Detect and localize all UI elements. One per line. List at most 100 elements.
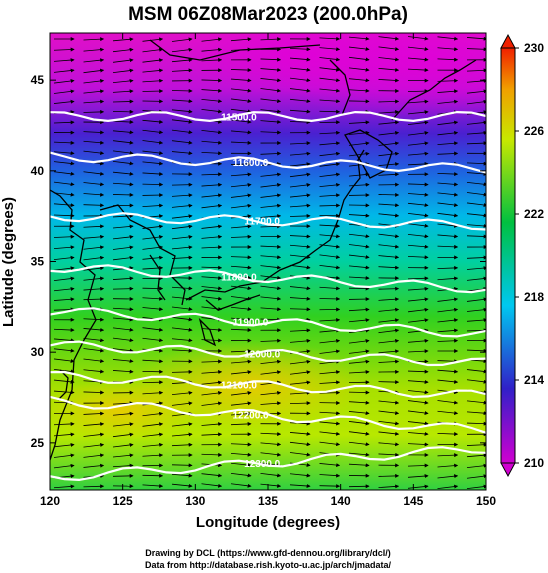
wind-arrow bbox=[53, 328, 75, 333]
height-contours bbox=[50, 110, 486, 482]
wind-arrow bbox=[171, 316, 193, 322]
wind-arrow bbox=[142, 337, 164, 343]
wind-arrow bbox=[289, 390, 311, 395]
wind-arrow bbox=[437, 57, 459, 62]
wind-arrow bbox=[171, 348, 193, 353]
wind-arrow bbox=[53, 89, 75, 94]
wind-arrow bbox=[378, 192, 400, 197]
wind-arrow bbox=[53, 181, 75, 187]
wind-arrow bbox=[260, 172, 282, 177]
wind-arrow bbox=[466, 99, 486, 105]
wind-arrow bbox=[407, 46, 429, 52]
wind-arrow bbox=[142, 58, 164, 63]
wind-arrow bbox=[171, 193, 193, 198]
wind-arrow bbox=[260, 285, 282, 291]
x-tick-label: 120 bbox=[40, 494, 60, 508]
wind-arrow bbox=[466, 213, 486, 218]
wind-arrow bbox=[378, 431, 400, 436]
wind-arrow bbox=[112, 422, 134, 427]
wind-arrow bbox=[466, 276, 486, 281]
wind-arrow bbox=[171, 369, 193, 374]
wind-arrow bbox=[407, 182, 429, 187]
wind-arrow bbox=[142, 150, 164, 155]
wind-arrow bbox=[171, 129, 193, 135]
wind-arrow bbox=[230, 234, 252, 239]
wind-arrow bbox=[201, 108, 223, 114]
wind-arrow bbox=[289, 483, 311, 488]
wind-arrow bbox=[53, 47, 75, 52]
wind-arrow bbox=[437, 120, 459, 126]
wind-arrow bbox=[260, 78, 282, 83]
wind-arrow bbox=[437, 202, 459, 207]
wind-arrow bbox=[142, 161, 164, 166]
wind-arrow bbox=[319, 109, 341, 114]
wind-arrow bbox=[319, 441, 341, 447]
wind-arrow bbox=[437, 234, 459, 239]
wind-arrow bbox=[230, 411, 252, 416]
wind-arrow bbox=[407, 338, 429, 343]
y-tick-label: 40 bbox=[31, 164, 45, 178]
wind-arrow bbox=[230, 462, 252, 468]
wind-arrow bbox=[83, 47, 105, 52]
wind-arrow bbox=[171, 37, 193, 42]
wind-arrow bbox=[83, 37, 105, 42]
wind-arrow bbox=[437, 307, 459, 313]
wind-arrow bbox=[378, 452, 400, 457]
wind-arrow bbox=[437, 328, 459, 333]
wind-arrow bbox=[289, 264, 311, 270]
wind-arrow bbox=[348, 213, 370, 218]
contour-label: 11700.0 bbox=[244, 217, 280, 228]
wind-arrow bbox=[201, 47, 223, 52]
y-tick-label: 30 bbox=[31, 345, 45, 359]
wind-arrow bbox=[112, 359, 134, 364]
height-contour-line bbox=[50, 151, 486, 174]
wind-arrow bbox=[319, 203, 341, 208]
wind-arrow bbox=[378, 400, 400, 405]
wind-arrow bbox=[83, 443, 105, 448]
x-tick-label: 145 bbox=[403, 494, 423, 508]
wind-arrow bbox=[348, 452, 370, 457]
height-contour-line bbox=[50, 446, 486, 482]
wind-arrow bbox=[53, 120, 75, 125]
wind-arrow bbox=[319, 77, 341, 83]
wind-arrow bbox=[407, 318, 429, 323]
wind-arrow bbox=[437, 369, 459, 374]
wind-arrow bbox=[201, 193, 223, 198]
wind-arrow bbox=[378, 244, 400, 249]
wind-arrow bbox=[289, 421, 311, 426]
x-axis-label: Longitude (degrees) bbox=[196, 514, 340, 531]
wind-arrow bbox=[83, 192, 105, 197]
wind-arrow bbox=[319, 151, 341, 157]
wind-arrow bbox=[348, 275, 370, 280]
wind-arrow bbox=[230, 68, 252, 73]
wind-arrow bbox=[171, 203, 193, 208]
wind-arrow bbox=[230, 108, 252, 114]
contour-label: 12300.0 bbox=[244, 459, 281, 470]
credit-data: Data from http://database.rish.kyoto-u.a… bbox=[145, 560, 392, 570]
wind-arrow bbox=[378, 420, 400, 426]
wind-arrow bbox=[260, 214, 282, 219]
wind-arrow bbox=[112, 161, 134, 166]
wind-arrow bbox=[407, 463, 429, 468]
wind-arrow bbox=[466, 453, 486, 458]
wind-arrow bbox=[112, 369, 134, 374]
wind-arrow bbox=[289, 401, 311, 406]
wind-arrow bbox=[289, 244, 311, 249]
wind-arrow bbox=[437, 36, 459, 41]
wind-arrow bbox=[201, 140, 223, 145]
wind-arrow bbox=[53, 484, 75, 489]
temperature-field: 11500.0 11600.0 11700.0 11800.0 11900.0 12000… bbox=[50, 33, 486, 490]
wind-arrow bbox=[289, 120, 311, 125]
wind-arrow bbox=[230, 401, 252, 406]
wind-arrow bbox=[112, 473, 134, 478]
wind-arrow bbox=[466, 36, 486, 41]
wind-arrow bbox=[289, 328, 311, 333]
wind-arrow bbox=[201, 432, 223, 437]
height-contour-line bbox=[50, 212, 486, 231]
wind-arrow bbox=[260, 193, 282, 198]
wind-arrow bbox=[437, 47, 459, 52]
wind-arrow bbox=[53, 286, 75, 292]
wind-arrow bbox=[142, 327, 164, 332]
wind-arrow bbox=[112, 317, 134, 322]
wind-arrow bbox=[230, 317, 252, 322]
